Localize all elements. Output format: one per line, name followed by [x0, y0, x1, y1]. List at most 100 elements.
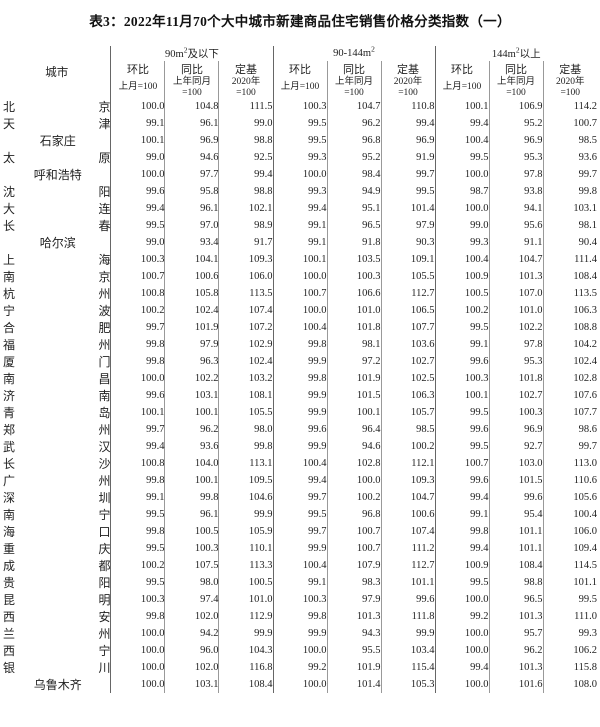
cell-base-90to144: 101.4 [380, 200, 436, 218]
city-name: 南 京 [2, 270, 111, 285]
cell-yoy-over144: 101.3 [488, 268, 544, 286]
cell-yoy-over144: 96.5 [488, 591, 544, 609]
cell-mom-over144: 99.4 [434, 659, 490, 677]
cell-base-over144: 100.4 [542, 506, 598, 524]
city-name: 乌鲁木齐 [33, 678, 82, 693]
city-name: 成 都 [2, 559, 111, 574]
cell-yoy-90to144: 103.5 [326, 251, 381, 269]
unit-yoy-g3-l1: 上年同月 [497, 77, 536, 87]
cell-base-over144: 115.8 [542, 659, 598, 677]
cell-mom-over144: 99.6 [434, 472, 490, 490]
group-label-over144-sup: 2 [515, 45, 520, 55]
cell-base-over144: 104.2 [542, 336, 598, 354]
table-row: 银 川 100.0 102.0 116.8 99.2 101.9 115.4 99.4 101.… [3, 659, 598, 677]
group-label-over144-pre: 144m [491, 49, 516, 60]
unit-mom-g1-l1: 上月=100 [118, 82, 158, 93]
cell-mom-over144: 100.1 [434, 98, 490, 116]
cell-mom-over144: 99.1 [434, 336, 490, 354]
city-name: 青 岛 [2, 406, 111, 421]
cell-base-over144: 102.8 [542, 370, 598, 388]
cell-yoy-over144: 95.2 [488, 115, 544, 133]
table-row: 西 安 99.8 102.0 112.9 99.8 101.3 111.8 99.2 101.3… [3, 608, 598, 626]
cell-yoy-over144: 101.1 [488, 540, 544, 558]
cell-mom-over144: 99.8 [434, 523, 490, 541]
subheader-mom-g1: 环比 [110, 61, 165, 77]
cell-yoy-over144: 94.1 [488, 200, 544, 218]
cell-mom-90to144: 99.9 [272, 540, 327, 558]
table-body: 北 京 100.0 104.8 111.5 100.3 104.7 110.8 100.1 10… [2, 98, 598, 694]
cell-yoy-under90: 96.3 [164, 353, 219, 371]
cell-mom-90to144: 99.9 [272, 625, 327, 643]
cell-base-over144: 93.6 [542, 149, 598, 167]
cell-yoy-over144: 95.3 [488, 353, 544, 371]
cell-yoy-over144: 101.3 [488, 608, 544, 626]
cell-mom-90to144: 99.1 [272, 217, 327, 235]
cell-base-under90: 109.5 [218, 472, 273, 490]
cell-mom-90to144: 99.1 [272, 574, 327, 592]
table-row: 西 宁 100.0 96.0 104.3 100.0 95.5 103.4 100.0 96.2… [3, 642, 598, 660]
cell-base-90to144: 107.7 [380, 319, 436, 337]
cell-base-over144: 108.0 [542, 676, 598, 694]
cell-mom-under90: 100.0 [110, 98, 165, 116]
cell-base-over144: 101.1 [542, 574, 598, 592]
cell-base-over144: 99.8 [542, 183, 598, 201]
cell-yoy-over144: 106.9 [488, 98, 544, 116]
cell-base-90to144: 97.9 [380, 217, 436, 235]
cell-base-under90: 116.8 [218, 659, 273, 677]
cell-base-over144: 113.0 [542, 455, 598, 473]
cell-yoy-over144: 101.5 [488, 472, 544, 490]
group-label-90to144-pre: 90-144m [333, 48, 372, 59]
table-header-units: 上月=100 上年同月 =100 2020年 =100 上月=100 上年同月 =10… [3, 77, 598, 99]
table-header-groups: 城市 90m2及以下 90-144m2 144m2以上 [3, 45, 598, 79]
table-row: 天 津 99.1 96.1 99.0 99.5 96.2 99.4 99.4 95.2 100.7 [3, 115, 598, 133]
cell-mom-over144: 100.4 [434, 251, 490, 269]
cell-yoy-under90: 101.9 [164, 319, 219, 337]
cell-base-under90: 113.1 [218, 455, 273, 473]
group-header-under90: 90m2及以下 [110, 46, 273, 61]
cell-mom-90to144: 99.5 [272, 506, 327, 524]
cell-base-under90: 99.9 [218, 506, 273, 524]
cell-mom-over144: 100.0 [434, 591, 490, 609]
cell-base-under90: 105.5 [218, 404, 273, 422]
cell-mom-90to144: 99.3 [272, 149, 327, 167]
cell-base-under90: 104.6 [218, 489, 273, 507]
cell-mom-under90: 100.8 [110, 285, 165, 303]
cell-base-under90: 102.4 [218, 353, 273, 371]
cell-yoy-under90: 94.6 [164, 149, 219, 167]
cell-mom-90to144: 100.0 [272, 676, 327, 694]
subheader-base-g1: 定基 [218, 61, 273, 77]
cell-mom-90to144: 99.8 [272, 370, 327, 388]
cell-base-over144: 113.5 [542, 285, 598, 303]
unit-base-g1: 2020年 =100 [218, 77, 273, 99]
table-row: 上 海 100.3 104.1 109.3 100.1 103.5 109.1 100.4 10… [3, 251, 598, 269]
cell-base-90to144: 115.4 [380, 659, 436, 677]
cell-base-90to144: 103.6 [380, 336, 436, 354]
cell-base-under90: 99.0 [218, 115, 273, 133]
cell-base-over144: 103.1 [542, 200, 598, 218]
cell-mom-under90: 99.4 [110, 438, 165, 456]
cell-yoy-under90: 94.2 [164, 625, 219, 643]
cell-mom-90to144: 99.8 [272, 608, 327, 626]
cell-base-under90: 107.2 [218, 319, 273, 337]
table-row: 哈尔滨 99.0 93.4 91.7 99.1 91.8 90.3 99.3 91.1 90.4 [3, 234, 598, 252]
cell-base-over144: 90.4 [542, 234, 598, 252]
cell-base-over144: 98.1 [542, 217, 598, 235]
cell-mom-under90: 100.0 [110, 642, 165, 660]
city-name: 武 汉 [2, 440, 111, 455]
cell-mom-over144: 99.4 [434, 540, 490, 558]
city-name: 福 州 [2, 338, 111, 353]
cell-mom-90to144: 99.6 [272, 421, 327, 439]
city-name: 广 州 [2, 474, 111, 489]
cell-mom-over144: 100.5 [434, 285, 490, 303]
cell-base-90to144: 105.5 [380, 268, 436, 286]
unit-base-g3-l1: 2020年 [556, 77, 585, 87]
cell-base-90to144: 99.6 [380, 591, 436, 609]
cell-yoy-90to144: 100.2 [326, 489, 381, 507]
cell-base-over144: 102.4 [542, 353, 598, 371]
cell-yoy-under90: 102.0 [164, 608, 219, 626]
cell-yoy-over144: 101.0 [488, 302, 544, 320]
cell-mom-90to144: 100.0 [272, 268, 327, 286]
cell-base-90to144: 105.7 [380, 404, 436, 422]
cell-mom-90to144: 100.7 [272, 285, 327, 303]
cell-base-under90: 98.8 [218, 183, 273, 201]
